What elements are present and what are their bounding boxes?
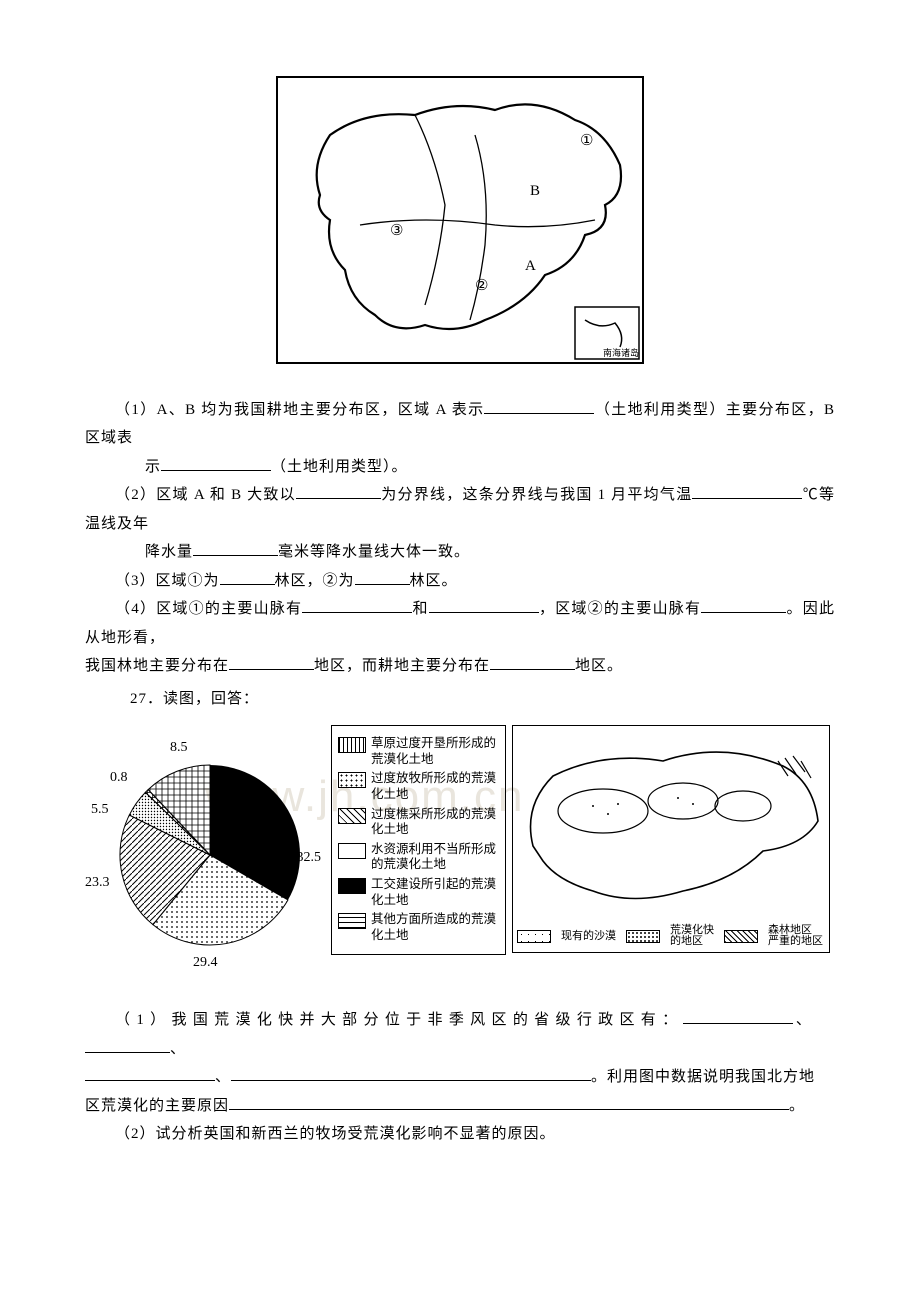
q26-1-text-c: 示 — [145, 459, 161, 475]
pie-legend: 草原过度开垦所形成的荒漠化土地 过度放牧所形成的荒漠化土地 过度樵采所形成的荒漠… — [331, 725, 506, 955]
q27-1b: 、 。利用图中数据说明我国北方地 — [85, 1063, 835, 1092]
q26-3-text-b: 林区，②为 — [275, 573, 355, 589]
q26-1-text-a: （1）A、B 均为我国耕地主要分布区，区域 A 表示 — [115, 402, 484, 418]
swatch-solid — [338, 878, 366, 894]
q27-1c: 区荒漠化的主要原因 。 — [85, 1092, 835, 1121]
q26-2-text-a: （2）区域 A 和 B 大致以 — [115, 487, 296, 503]
q26-2: （2）区域 A 和 B 大致以为分界线，这条分界线与我国 1 月平均气温℃等温线… — [85, 481, 835, 538]
q27-2: （2）试分析英国和新西兰的牧场受荒漠化影响不显著的原因。 — [85, 1120, 835, 1149]
right-map-legend: 现有的沙漠 荒漠化快的地区 森林地区严重的地区 — [517, 925, 825, 948]
label-circle-1: ① — [580, 133, 593, 149]
q26-2b: 降水量 毫米等降水量线大体一致。 — [85, 538, 835, 567]
china-map-figure: ① ② ③ A B 南海诸岛 — [85, 75, 835, 376]
rlegend-2: 森林地区严重的地区 — [768, 925, 823, 948]
q27-header: 27．读图，回答： — [85, 685, 835, 714]
q26-4-text-a: （4）区域①的主要山脉有 — [115, 601, 302, 617]
q27-1-sep2: 、 — [170, 1041, 189, 1057]
blank[interactable] — [229, 654, 314, 671]
legend-text-1: 过度放牧所形成的荒漠化土地 — [371, 771, 499, 802]
swatch-diag — [338, 808, 366, 824]
q27-1-sep1: 、 — [793, 1012, 817, 1028]
blank[interactable] — [220, 568, 275, 585]
legend-text-2: 过度樵采所形成的荒漠化土地 — [371, 807, 499, 838]
blank[interactable] — [701, 597, 786, 614]
chart-row: 32.5 29.4 23.3 5.5 0.8 8.5 草原过度开垦所形成的荒漠化… — [85, 725, 835, 975]
q27-1-text-a: （1）我国荒漠化快并大部分位于非季风区的省级行政区有： — [115, 1012, 683, 1028]
label-circle-3: ③ — [390, 223, 403, 239]
legend-text-5: 其他方面所造成的荒漠化土地 — [371, 912, 499, 943]
rswatch-0 — [517, 930, 551, 943]
rlegend-0: 现有的沙漠 — [561, 926, 616, 947]
rswatch-1 — [626, 930, 660, 943]
blank[interactable] — [229, 1093, 789, 1110]
q27-1-text-g: 。 — [789, 1098, 805, 1114]
rlegend-1: 荒漠化快的地区 — [670, 925, 714, 948]
blank[interactable] — [85, 1065, 215, 1082]
q27-1-text-f: 区荒漠化的主要原因 — [85, 1098, 229, 1114]
q27-1-text-e: 。利用图中数据说明我国北方地 — [591, 1069, 815, 1085]
q26-3: （3）区域①为 林区，②为 林区。 — [85, 567, 835, 596]
q27-1: （1）我国荒漠化快并大部分位于非季风区的省级行政区有： 、 、 — [85, 1006, 835, 1063]
swatch-grid — [338, 913, 366, 929]
pie-label-1: 29.4 — [193, 950, 218, 977]
q26-3-text-a: （3）区域①为 — [115, 573, 220, 589]
legend-text-4: 工交建设所引起的荒漠化土地 — [371, 877, 499, 908]
q26-1b: 示 （土地利用类型）。 — [85, 453, 835, 482]
q26-5-text-c: 地区。 — [575, 658, 623, 674]
q27-1-sep3: 、 — [215, 1069, 231, 1085]
blank[interactable] — [296, 483, 381, 500]
svg-text:南海诸岛: 南海诸岛 — [603, 347, 639, 358]
blank[interactable] — [692, 483, 802, 500]
q26-1-text-d: （土地利用类型）。 — [271, 459, 408, 475]
blank[interactable] — [193, 540, 278, 557]
q26-5-text-b: 地区，而耕地主要分布在 — [314, 658, 490, 674]
pie-chart: 32.5 29.4 23.3 5.5 0.8 8.5 — [85, 725, 325, 975]
pie-label-0: 32.5 — [297, 845, 322, 872]
q26-1: （1）A、B 均为我国耕地主要分布区，区域 A 表示（土地利用类型）主要分布区，… — [85, 396, 835, 453]
pie-label-3: 5.5 — [91, 797, 109, 824]
legend-text-3: 水资源利用不当所形成的荒漠化土地 — [371, 842, 499, 873]
blank[interactable] — [231, 1065, 591, 1082]
label-a: A — [525, 258, 536, 274]
china-outline-svg: ① ② ③ A B 南海诸岛 — [275, 75, 645, 365]
q26-2-text-d: 降水量 — [145, 544, 193, 560]
swatch-blank — [338, 843, 366, 859]
label-b: B — [530, 183, 540, 199]
q26-2-text-e: 毫米等降水量线大体一致。 — [278, 544, 470, 560]
blank[interactable] — [490, 654, 575, 671]
blank[interactable] — [683, 1008, 793, 1025]
q26-5: 我国林地主要分布在 地区，而耕地主要分布在 地区。 — [85, 652, 835, 681]
q26-4: （4）区域①的主要山脉有和，区域②的主要山脉有。因此从地形看， — [85, 595, 835, 652]
pie-label-4: 0.8 — [110, 765, 128, 792]
desertification-map: 现有的沙漠 荒漠化快的地区 森林地区严重的地区 — [512, 725, 830, 953]
swatch-vlines — [338, 737, 366, 753]
swatch-dots — [338, 772, 366, 788]
q26-5-text-a: 我国林地主要分布在 — [85, 658, 229, 674]
label-circle-2: ② — [475, 278, 488, 294]
blank[interactable] — [302, 597, 412, 614]
legend-text-0: 草原过度开垦所形成的荒漠化土地 — [371, 736, 499, 767]
blank[interactable] — [355, 568, 410, 585]
q26-2-text-b: 为分界线，这条分界线与我国 1 月平均气温 — [381, 487, 693, 503]
blank[interactable] — [484, 397, 594, 414]
blank[interactable] — [85, 1036, 170, 1053]
q26-4-text-c: ，区域②的主要山脉有 — [539, 601, 702, 617]
pie-label-2: 23.3 — [85, 870, 110, 897]
rswatch-2 — [724, 930, 758, 943]
blank[interactable] — [429, 597, 539, 614]
blank[interactable] — [161, 454, 271, 471]
q26-4-text-b: 和 — [412, 601, 428, 617]
q26-3-text-c: 林区。 — [410, 573, 458, 589]
pie-label-5: 8.5 — [170, 735, 188, 762]
